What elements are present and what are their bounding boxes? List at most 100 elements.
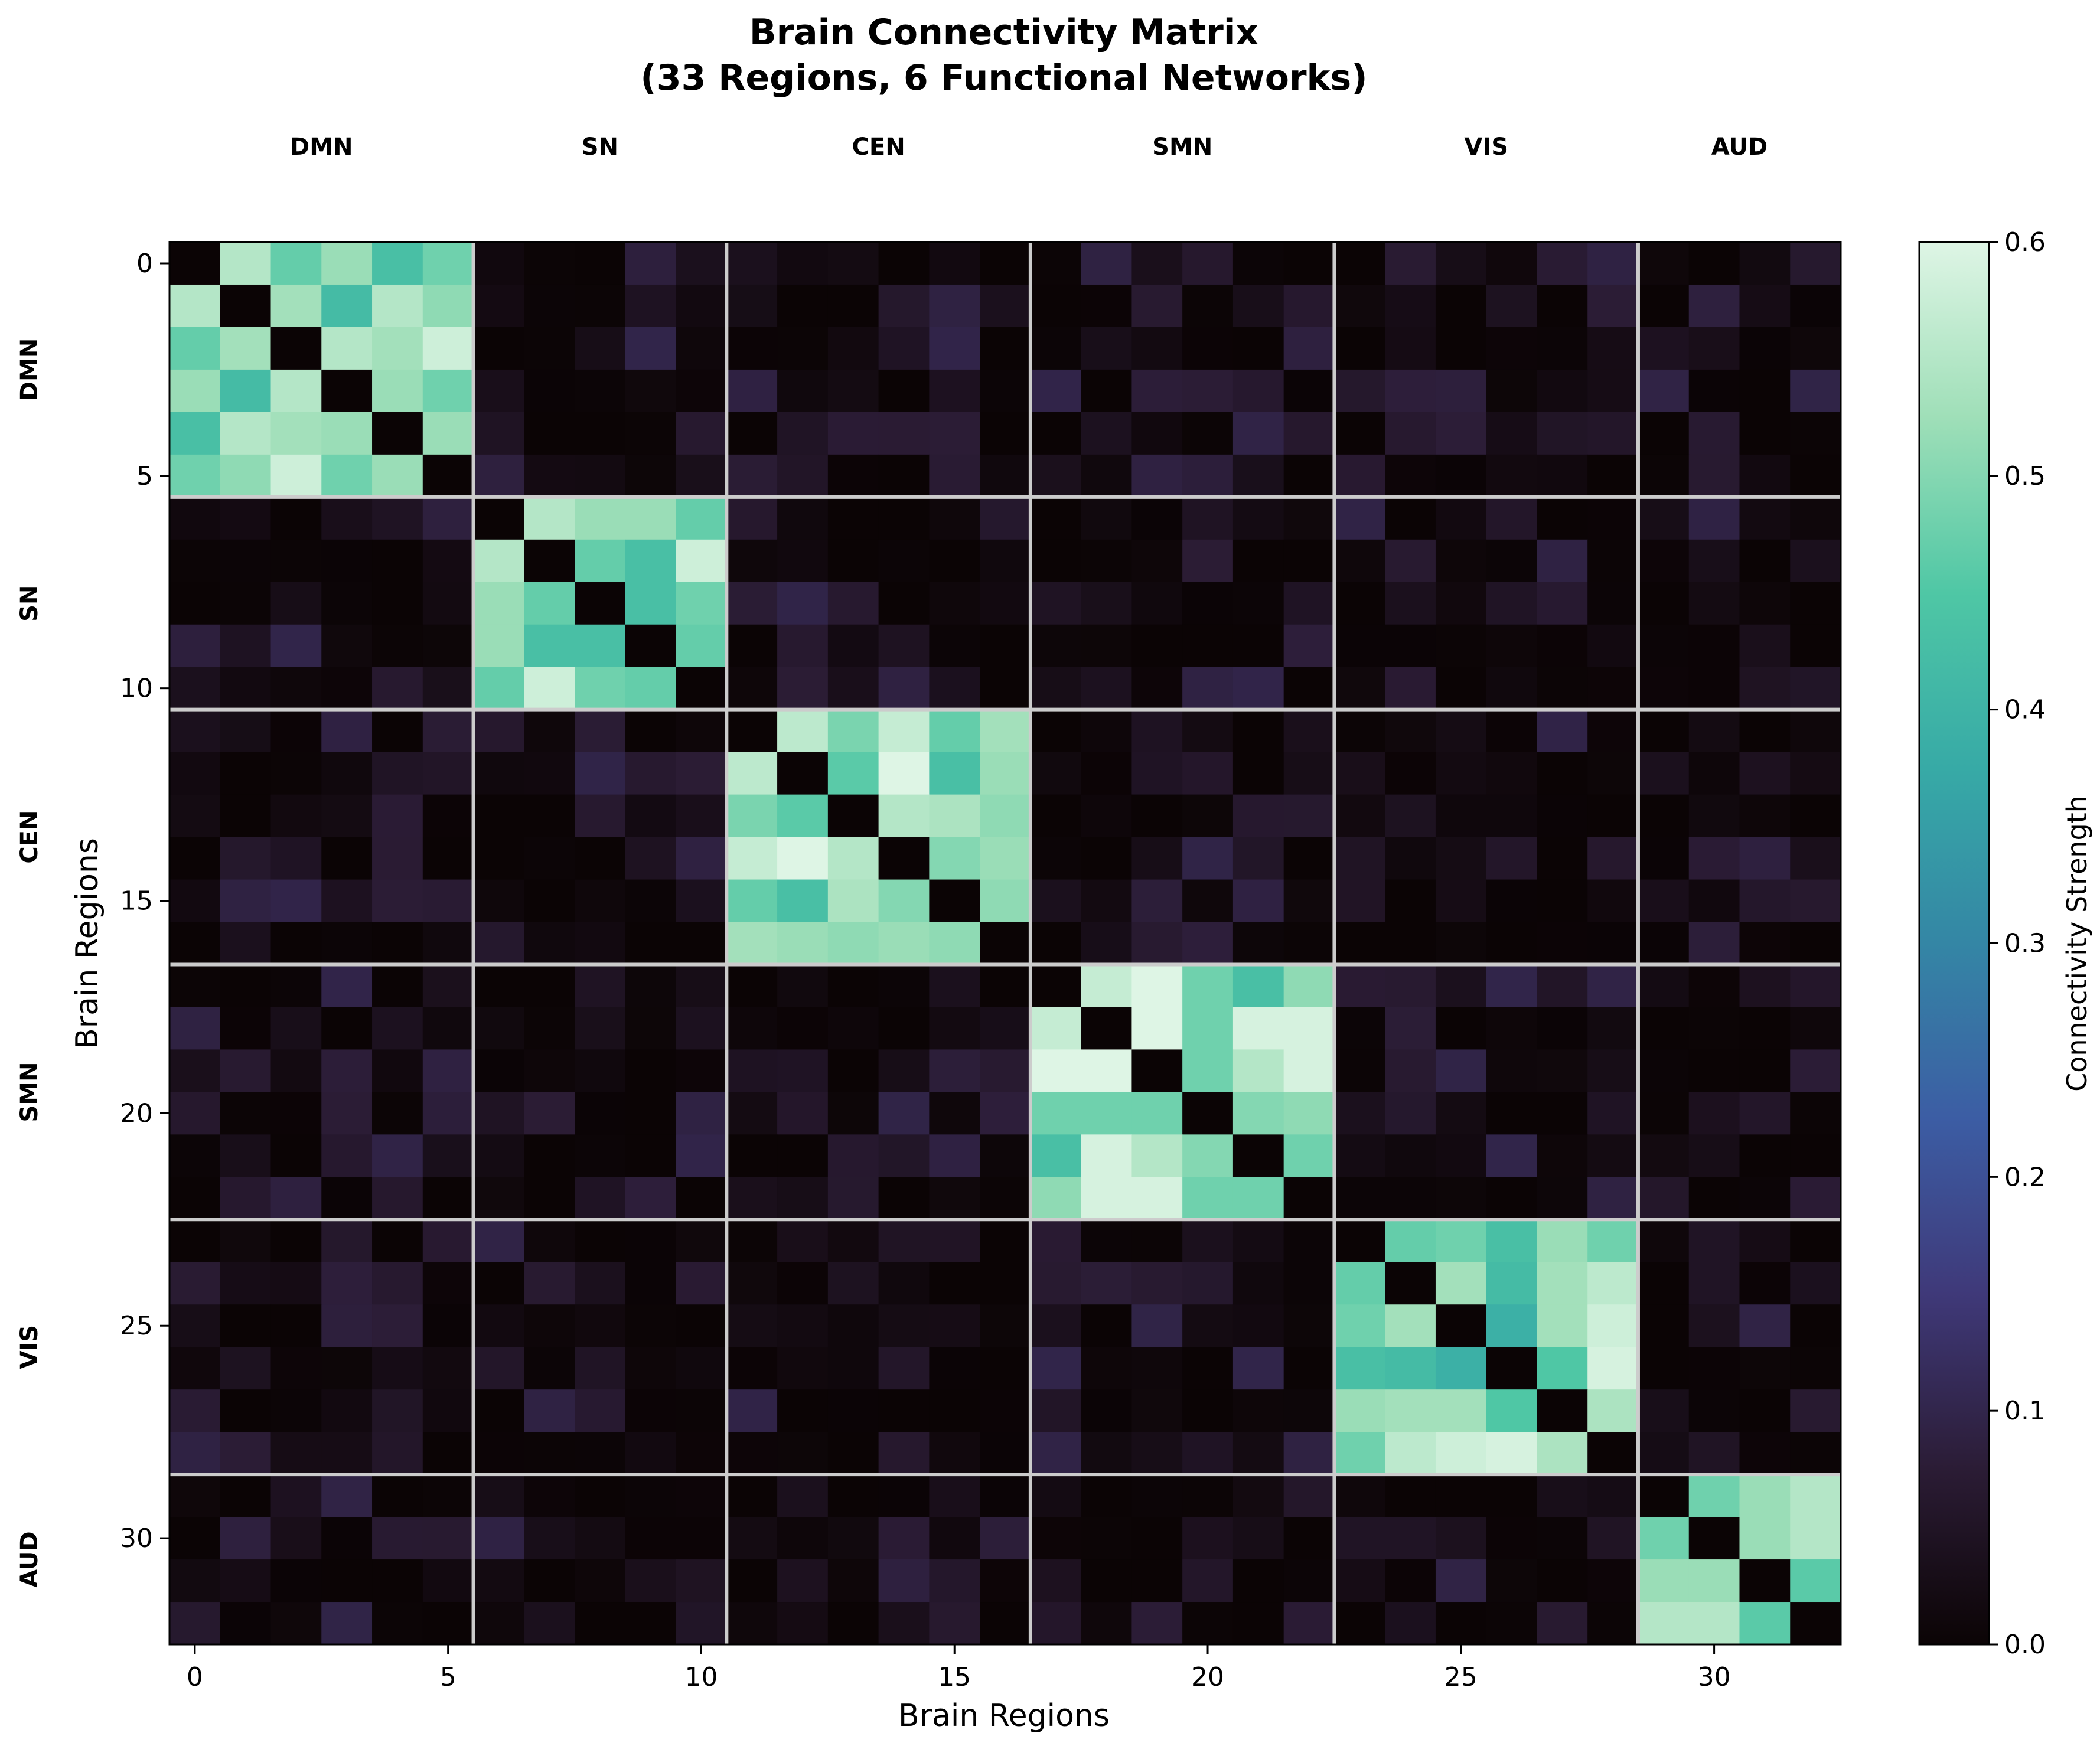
heatmap-cell [676, 1432, 727, 1475]
heatmap-cell [1587, 412, 1639, 455]
heatmap-cell [980, 497, 1031, 540]
heatmap-cell [1739, 1134, 1791, 1177]
heatmap-cell [270, 1007, 322, 1050]
network-labels-left: DMN SN CEN SMN VIS AUD [16, 338, 43, 1588]
heatmap-cell [777, 1389, 829, 1432]
heatmap-cell [270, 1389, 322, 1432]
heatmap-cell [1081, 1219, 1132, 1262]
heatmap-cell [1030, 667, 1082, 710]
heatmap-cell [625, 1304, 677, 1347]
heatmap-cell [1688, 922, 1740, 965]
heatmap-cell [1790, 922, 1841, 965]
heatmap-cell [980, 879, 1031, 923]
heatmap-cell [169, 1049, 221, 1092]
heatmap-cell [1131, 1389, 1183, 1432]
heatmap-cell [929, 709, 980, 753]
heatmap-cell [929, 1559, 980, 1603]
heatmap-cell [1790, 412, 1841, 455]
heatmap-cell [726, 964, 778, 1008]
heatmap-cell [1081, 879, 1132, 923]
heatmap-cell [321, 709, 373, 753]
heatmap-cell [270, 1177, 322, 1220]
heatmap-cell [777, 582, 829, 625]
heatmap-cell [1283, 624, 1335, 668]
heatmap-cell [575, 1007, 626, 1050]
heatmap-cell [1537, 1049, 1588, 1092]
heatmap-cell [929, 922, 980, 965]
heatmap-cell [169, 497, 221, 540]
heatmap-cell [676, 794, 727, 838]
heatmap-cell [1385, 582, 1436, 625]
heatmap-cell [929, 327, 980, 370]
heatmap-cell [1283, 284, 1335, 328]
heatmap-cell [169, 1177, 221, 1220]
heatmap-cell [1030, 1517, 1082, 1560]
heatmap-cell [1081, 454, 1132, 498]
heatmap-cell [1790, 1219, 1841, 1262]
heatmap-cell [1385, 412, 1436, 455]
heatmap-cell [1030, 837, 1082, 880]
heatmap-cell [422, 242, 474, 285]
heatmap-cell [422, 752, 474, 795]
heatmap-cell [625, 1474, 677, 1517]
heatmap-cell [422, 284, 474, 328]
heatmap-cell [1030, 1134, 1082, 1177]
heatmap-cell [169, 837, 221, 880]
heatmap-cell [777, 922, 829, 965]
heatmap-cell [726, 412, 778, 455]
heatmap-cell [1232, 1602, 1284, 1645]
heatmap-cell [726, 242, 778, 285]
heatmap-cell [169, 1559, 221, 1603]
heatmap-cell [1790, 1304, 1841, 1347]
heatmap-cell [1081, 1304, 1132, 1347]
heatmap-cell [1486, 497, 1538, 540]
heatmap-cell [1435, 454, 1487, 498]
heatmap-cell [169, 1007, 221, 1050]
heatmap-cell [1435, 1559, 1487, 1603]
network-label-left: AUD [16, 1531, 43, 1587]
heatmap-cell [726, 582, 778, 625]
heatmap-cell [575, 709, 626, 753]
heatmap-cell [676, 539, 727, 583]
heatmap-cell [676, 1517, 727, 1560]
heatmap-cell [1334, 667, 1385, 710]
heatmap-cell [827, 667, 879, 710]
heatmap-cell [321, 1517, 373, 1560]
heatmap-cell [929, 284, 980, 328]
heatmap-cell [372, 497, 423, 540]
heatmap-cell [1537, 1134, 1588, 1177]
heatmap-cell [1537, 539, 1588, 583]
heatmap-cell [1688, 1559, 1740, 1603]
heatmap-cell [1232, 1517, 1284, 1560]
heatmap-cell [372, 879, 423, 923]
heatmap-cell [1435, 1432, 1487, 1475]
heatmap-cell [220, 794, 272, 838]
heatmap-cell [1334, 242, 1385, 285]
heatmap-cell [1486, 624, 1538, 668]
heatmap-cell [524, 667, 575, 710]
heatmap-cell [321, 624, 373, 668]
heatmap-cell [1537, 1092, 1588, 1135]
heatmap-cell [777, 667, 829, 710]
heatmap-cell [777, 327, 829, 370]
heatmap-cell [777, 412, 829, 455]
heatmap-cell [220, 454, 272, 498]
heatmap-cell [1334, 837, 1385, 880]
heatmap-cell [372, 242, 423, 285]
heatmap-cell [827, 582, 879, 625]
heatmap-cell [1182, 1474, 1234, 1517]
heatmap-cell [676, 1474, 727, 1517]
heatmap-cell [1232, 327, 1284, 370]
heatmap-cell [1334, 284, 1385, 328]
heatmap-cell [1334, 964, 1385, 1008]
heatmap-cell [929, 1602, 980, 1645]
heatmap-cell [827, 1602, 879, 1645]
heatmap-cell [1638, 624, 1690, 668]
heatmap-cell [878, 667, 930, 710]
heatmap-cell [270, 1262, 322, 1305]
heatmap-cell [1283, 412, 1335, 455]
heatmap-cell [1790, 454, 1841, 498]
heatmap-cell [1486, 1559, 1538, 1603]
heatmap-cell [1385, 667, 1436, 710]
heatmap-cell [980, 1559, 1031, 1603]
